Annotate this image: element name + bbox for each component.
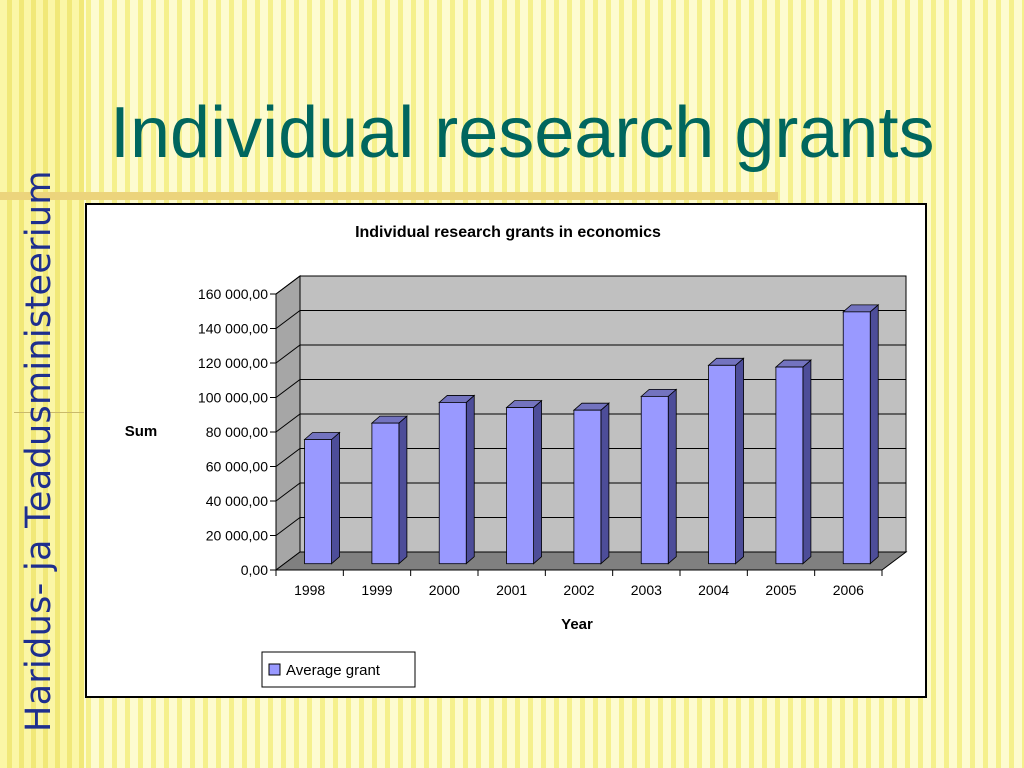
gridline xyxy=(275,517,906,536)
bar-chart: 0,00 20 000,00 40 000,00 60 000,00 80 000,00… xyxy=(125,224,908,688)
x-tick-label: 1999 xyxy=(361,582,392,598)
legend-box xyxy=(261,651,416,688)
bar-2005 xyxy=(774,359,812,565)
x-tick-label: 2006 xyxy=(833,582,864,598)
bar-side xyxy=(533,399,542,565)
gridline xyxy=(275,275,906,295)
x-tick-label: 2004 xyxy=(698,582,729,598)
bar xyxy=(640,395,669,565)
bar-2002 xyxy=(572,402,610,565)
bar xyxy=(304,439,332,565)
legend: Average grant xyxy=(261,651,416,688)
left-decorative-band xyxy=(0,0,84,768)
gridline xyxy=(275,379,906,398)
y-tick-label: 80 000,00 xyxy=(206,424,268,440)
gridline xyxy=(275,448,906,467)
gridlines xyxy=(275,275,906,536)
x-tick-label: 2001 xyxy=(496,582,527,598)
y-tick-label: 140 000,00 xyxy=(198,321,268,337)
gridline xyxy=(275,310,906,329)
axes: 0,00 20 000,00 40 000,00 60 000,00 80 000,00… xyxy=(198,286,883,598)
bar-side xyxy=(600,402,610,565)
bar xyxy=(842,311,871,565)
bar-side xyxy=(802,359,812,565)
logo-divider xyxy=(14,412,84,413)
gridline xyxy=(275,344,906,364)
bar-side xyxy=(869,303,879,565)
bar-1999 xyxy=(370,415,408,565)
bar xyxy=(438,402,467,565)
bar xyxy=(371,422,400,565)
bar xyxy=(506,407,534,565)
bar xyxy=(573,409,602,565)
bar-2001 xyxy=(505,399,543,565)
ministry-logo-text: Haridus- ja Teadusministeerium xyxy=(19,170,59,732)
bar-side xyxy=(667,388,677,565)
legend-swatch xyxy=(268,663,281,676)
x-tick-label: 2003 xyxy=(631,582,662,598)
bar-side xyxy=(735,357,744,565)
x-tick-label: 2002 xyxy=(563,582,594,598)
gridline xyxy=(275,482,906,502)
bar-2004 xyxy=(707,357,745,565)
legend-label: Average grant xyxy=(286,662,381,679)
bar-side xyxy=(465,394,475,565)
y-tick-label: 40 000,00 xyxy=(206,493,268,509)
y-tick-label: 160 000,00 xyxy=(198,286,268,302)
y-tick-label: 20 000,00 xyxy=(206,528,268,544)
x-tick-label: 1998 xyxy=(294,582,325,598)
bar-side xyxy=(331,431,340,565)
gridline xyxy=(275,413,906,433)
bars xyxy=(303,303,880,565)
bar xyxy=(775,366,804,565)
bar-side xyxy=(398,415,408,565)
bar-1998 xyxy=(303,431,341,565)
bar xyxy=(708,364,736,565)
title-underline xyxy=(0,192,778,200)
bar-2003 xyxy=(640,388,678,565)
slide-title: Individual research grants xyxy=(110,93,935,173)
y-tick-label: 120 000,00 xyxy=(198,355,268,371)
x-tick-label: 2005 xyxy=(765,582,796,598)
y-tick-label: 100 000,00 xyxy=(198,390,268,406)
bar-2000 xyxy=(438,394,476,565)
x-tick-label: 2000 xyxy=(429,582,460,598)
x-axis-title: Year xyxy=(561,616,593,633)
y-tick-label: 60 000,00 xyxy=(206,459,268,475)
bar-2006 xyxy=(842,303,880,565)
chart-container: 0,00 20 000,00 40 000,00 60 000,00 80 000,00… xyxy=(85,203,927,698)
chart-title: Individual research grants in economics xyxy=(355,224,661,241)
y-tick-label: 0,00 xyxy=(241,562,268,578)
y-axis-title: Sum xyxy=(125,423,158,440)
